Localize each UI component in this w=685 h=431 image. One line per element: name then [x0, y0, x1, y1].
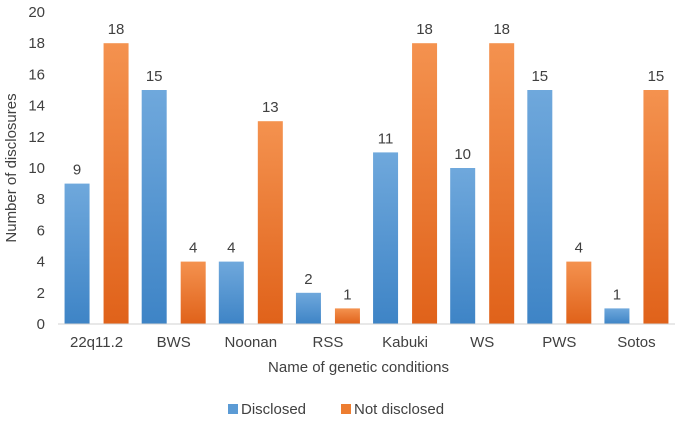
y-tick-label: 18: [28, 35, 45, 52]
x-axis-title: Name of genetic conditions: [268, 359, 449, 376]
y-tick-label: 10: [28, 160, 45, 177]
x-axis-categories: 22q11.2 BWS Noonan RSS Kabuki WS PWS Sotos: [70, 334, 656, 351]
data-label: 18: [493, 21, 510, 38]
y-tick-label: 16: [28, 66, 45, 83]
data-label: 4: [575, 240, 583, 257]
data-label: 4: [227, 240, 235, 257]
bar-disclosed: [450, 168, 476, 324]
bar-not-disclosed: [566, 261, 592, 324]
y-axis-ticks: 0 2 4 6 8 10 12 14 16 18 20: [28, 4, 45, 333]
bar-not-disclosed: [334, 308, 360, 324]
bar-disclosed: [141, 90, 167, 324]
y-tick-label: 12: [28, 129, 45, 146]
bar-not-disclosed: [489, 43, 515, 324]
legend-label: Disclosed: [241, 401, 306, 418]
data-label: 11: [378, 130, 394, 147]
bar-disclosed: [527, 90, 553, 324]
legend-label: Not disclosed: [354, 401, 444, 418]
x-category-label: RSS: [313, 334, 344, 351]
data-label: 4: [189, 240, 197, 257]
legend-swatch-disclosed: [228, 404, 238, 414]
bar-disclosed: [604, 308, 630, 324]
bar-disclosed: [295, 292, 321, 324]
bar-not-disclosed: [103, 43, 129, 324]
data-label: 18: [108, 21, 125, 38]
bars: [64, 43, 669, 324]
bar-disclosed: [373, 152, 399, 324]
y-tick-label: 4: [37, 254, 45, 271]
data-label: 15: [146, 68, 163, 85]
y-tick-label: 0: [37, 316, 45, 333]
data-label: 15: [531, 68, 548, 85]
bar-not-disclosed: [412, 43, 438, 324]
x-category-label: WS: [470, 334, 494, 351]
data-label: 2: [304, 271, 312, 288]
bar-not-disclosed: [180, 261, 206, 324]
data-label: 15: [648, 68, 665, 85]
legend: Disclosed Not disclosed: [228, 401, 444, 418]
x-category-label: Noonan: [225, 334, 278, 351]
y-tick-label: 6: [37, 222, 45, 239]
y-tick-label: 8: [37, 191, 45, 208]
data-label: 10: [454, 146, 471, 163]
y-tick-label: 20: [28, 4, 45, 21]
y-tick-label: 14: [28, 98, 45, 115]
data-label: 1: [343, 286, 351, 303]
legend-swatch-not-disclosed: [341, 404, 351, 414]
y-axis-title: Number of disclosures: [3, 93, 20, 242]
bar-not-disclosed: [257, 121, 283, 324]
x-category-label: Sotos: [617, 334, 655, 351]
x-category-label: PWS: [542, 334, 576, 351]
x-category-label: 22q11.2: [70, 334, 123, 351]
bar-not-disclosed: [643, 90, 669, 324]
x-category-label: BWS: [157, 334, 191, 351]
data-label: 9: [73, 162, 81, 179]
data-label: 1: [613, 286, 621, 303]
bar-disclosed: [64, 183, 90, 324]
y-tick-label: 2: [37, 285, 45, 302]
data-label: 13: [262, 99, 279, 116]
data-label: 18: [416, 21, 433, 38]
bar-disclosed: [218, 261, 244, 324]
x-category-label: Kabuki: [382, 334, 428, 351]
